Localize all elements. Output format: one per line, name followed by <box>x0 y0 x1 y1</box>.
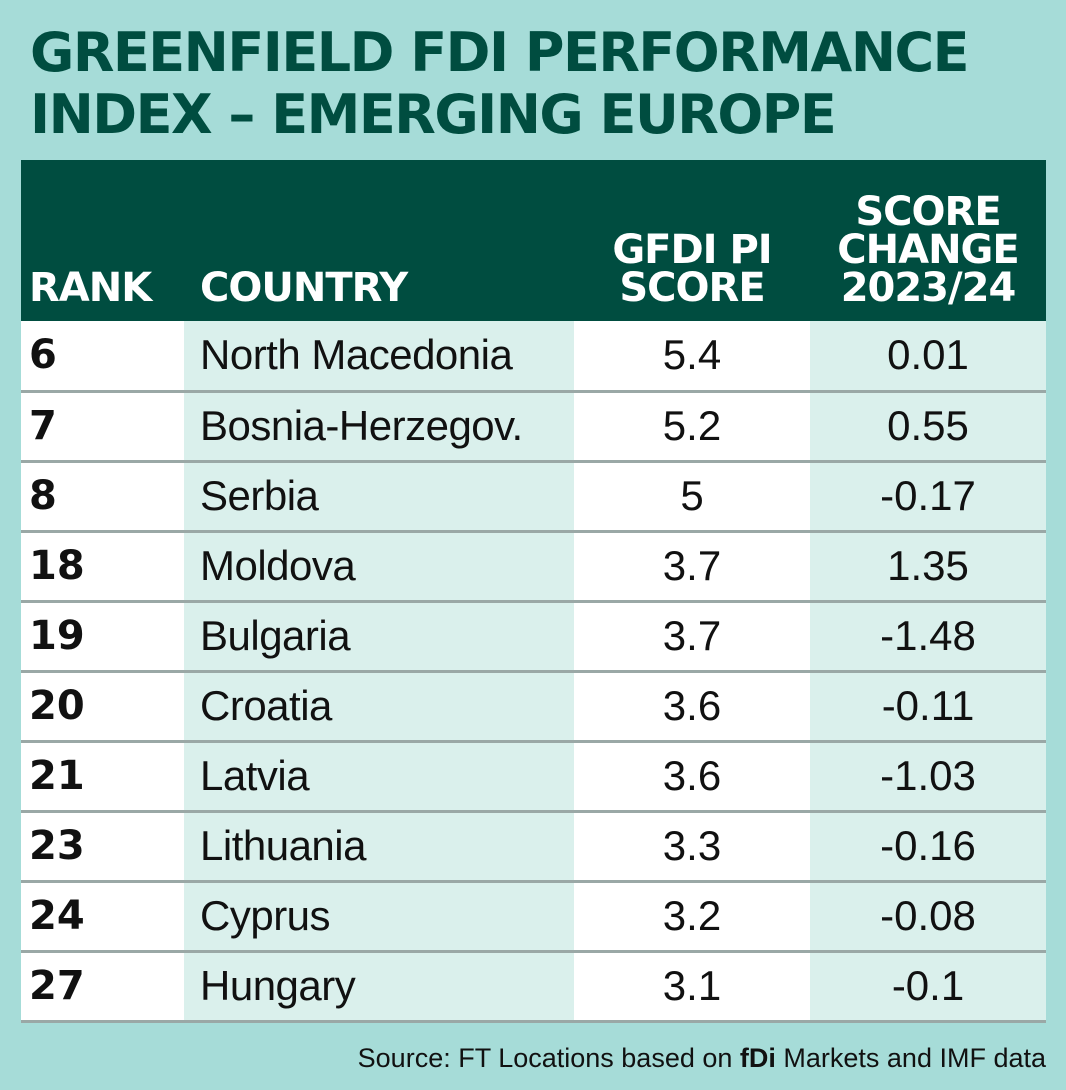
column-header-score-change: SCORE CHANGE 2023/24 <box>810 160 1046 321</box>
country-cell: Latvia <box>184 741 574 813</box>
country-cell: Lithuania <box>184 811 574 883</box>
score-change-cell: -0.11 <box>810 671 1046 743</box>
table-row: 6 North Macedonia 5.4 0.01 <box>21 321 1046 393</box>
rank-cell: 23 <box>21 811 184 883</box>
column-header-change-line-3: 2023/24 <box>840 265 1017 311</box>
source-note: Source: FT Locations based on fDi Market… <box>358 1040 1046 1076</box>
ranking-table-container: RANK COUNTRY GFDI PI SCORE SCORE CHANGE … <box>21 160 1046 1023</box>
score-cell: 3.7 <box>574 601 810 673</box>
table-row: 27 Hungary 3.1 -0.1 <box>21 951 1046 1023</box>
table-row: 21 Latvia 3.6 -1.03 <box>21 741 1046 813</box>
score-cell: 5 <box>574 461 810 533</box>
column-header-country-label: COUNTRY <box>200 265 408 311</box>
score-change-cell: 0.55 <box>810 391 1046 463</box>
score-cell: 3.7 <box>574 531 810 603</box>
column-header-country: COUNTRY <box>184 160 574 321</box>
score-cell: 3.2 <box>574 881 810 953</box>
chart-title: GREENFIELD FDI PERFORMANCE INDEX – EMERG… <box>30 22 1040 146</box>
score-cell: 3.6 <box>574 741 810 813</box>
score-cell: 5.2 <box>574 391 810 463</box>
country-cell: Bulgaria <box>184 601 574 673</box>
score-change-cell: -1.48 <box>810 601 1046 673</box>
column-header-rank: RANK <box>21 160 184 321</box>
score-change-cell: -0.17 <box>810 461 1046 533</box>
score-change-cell: -0.16 <box>810 811 1046 883</box>
country-cell: Bosnia-Herzegov. <box>184 391 574 463</box>
score-change-cell: 0.01 <box>810 321 1046 393</box>
rank-cell: 27 <box>21 951 184 1023</box>
table-body: 6 North Macedonia 5.4 0.01 7 Bosnia-Herzegov.… <box>21 321 1046 1023</box>
table-row: 18 Moldova 3.7 1.35 <box>21 531 1046 603</box>
table-row: 7 Bosnia-Herzegov. 5.2 0.55 <box>21 391 1046 463</box>
table-row: 20 Croatia 3.6 -0.11 <box>21 671 1046 743</box>
rank-cell: 18 <box>21 531 184 603</box>
table-row: 19 Bulgaria 3.7 -1.48 <box>21 601 1046 673</box>
score-change-cell: -0.1 <box>810 951 1046 1023</box>
score-change-cell: 1.35 <box>810 531 1046 603</box>
header-row: RANK COUNTRY GFDI PI SCORE SCORE CHANGE … <box>21 160 1046 321</box>
column-header-score: GFDI PI SCORE <box>574 160 810 321</box>
source-prefix: Source: FT Locations based on <box>357 1043 740 1073</box>
rank-cell: 21 <box>21 741 184 813</box>
country-cell: Serbia <box>184 461 574 533</box>
table-row: 23 Lithuania 3.3 -0.16 <box>21 811 1046 883</box>
table-row: 24 Cyprus 3.2 -0.08 <box>21 881 1046 953</box>
column-header-score-line-1: GFDI PI <box>612 227 772 273</box>
score-cell: 3.3 <box>574 811 810 883</box>
country-cell: North Macedonia <box>184 321 574 393</box>
rank-cell: 7 <box>21 391 184 463</box>
score-cell: 3.1 <box>574 951 810 1023</box>
score-cell: 5.4 <box>574 321 810 393</box>
rank-cell: 20 <box>21 671 184 743</box>
score-change-cell: -1.03 <box>810 741 1046 813</box>
source-brand: fDi <box>739 1043 776 1073</box>
rank-cell: 19 <box>21 601 184 673</box>
country-cell: Croatia <box>184 671 574 743</box>
country-cell: Hungary <box>184 951 574 1023</box>
column-header-change-line-1: SCORE <box>855 189 1001 235</box>
title-line-2: INDEX – EMERGING EUROPE <box>30 83 837 146</box>
table-header: RANK COUNTRY GFDI PI SCORE SCORE CHANGE … <box>21 160 1046 321</box>
country-cell: Moldova <box>184 531 574 603</box>
column-header-score-line-2: SCORE <box>619 265 765 311</box>
title-line-1: GREENFIELD FDI PERFORMANCE <box>30 21 970 84</box>
column-header-change-line-2: CHANGE <box>837 227 1019 273</box>
column-header-rank-label: RANK <box>29 265 152 311</box>
source-suffix: Markets and IMF data <box>775 1043 1046 1073</box>
table-row: 8 Serbia 5 -0.17 <box>21 461 1046 533</box>
country-cell: Cyprus <box>184 881 574 953</box>
score-cell: 3.6 <box>574 671 810 743</box>
rank-cell: 8 <box>21 461 184 533</box>
rank-cell: 24 <box>21 881 184 953</box>
rank-cell: 6 <box>21 321 184 393</box>
ranking-table: RANK COUNTRY GFDI PI SCORE SCORE CHANGE … <box>21 160 1046 1023</box>
score-change-cell: -0.08 <box>810 881 1046 953</box>
